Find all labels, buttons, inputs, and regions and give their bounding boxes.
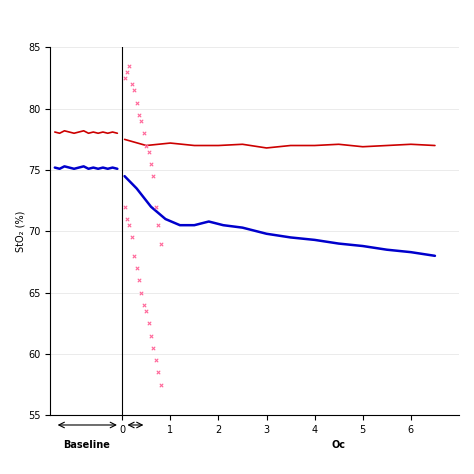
Point <box>130 87 138 94</box>
Point <box>155 221 162 229</box>
Point <box>126 62 133 70</box>
Text: Oc: Oc <box>332 440 346 450</box>
Point <box>140 301 147 309</box>
Point <box>143 307 150 315</box>
Point <box>121 203 128 210</box>
Y-axis label: StO₂ (%): StO₂ (%) <box>15 210 25 252</box>
Point <box>135 276 143 284</box>
Point <box>137 289 145 296</box>
Point <box>123 68 131 76</box>
Point <box>155 368 162 376</box>
Point <box>150 173 157 180</box>
Point <box>133 264 140 272</box>
Point <box>135 111 143 118</box>
Point <box>140 129 147 137</box>
Point <box>147 332 155 339</box>
Point <box>150 344 157 352</box>
Point <box>145 148 153 155</box>
Text: Baseline: Baseline <box>63 440 109 450</box>
Point <box>152 203 160 210</box>
Point <box>133 99 140 106</box>
Point <box>147 160 155 168</box>
Point <box>128 234 136 241</box>
Point <box>123 215 131 223</box>
Point <box>157 240 164 247</box>
Point <box>143 142 150 149</box>
Point <box>126 221 133 229</box>
Point <box>121 74 128 82</box>
Point <box>130 252 138 260</box>
Point <box>128 81 136 88</box>
Point <box>145 319 153 327</box>
Point <box>157 381 164 388</box>
Point <box>137 117 145 125</box>
Text: StO₂: StO₂ <box>299 27 333 41</box>
Point <box>152 356 160 364</box>
